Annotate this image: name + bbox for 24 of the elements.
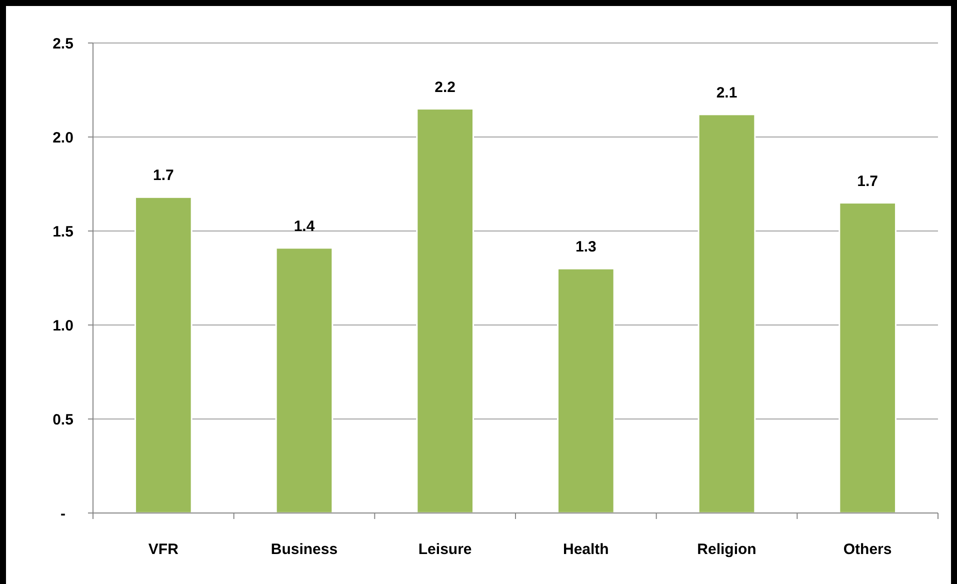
y-tick-label: 1.0 [52,317,74,334]
x-tick-label: Others [843,541,892,558]
y-tick-label: 2.5 [52,35,74,52]
bar [275,247,334,514]
bar [134,196,192,514]
data-label: 1.7 [152,167,174,184]
y-tick-label: - [60,505,66,522]
x-tick-label: Health [562,541,609,558]
x-tick-label: Business [270,541,338,558]
bar [698,114,756,514]
y-tick-label: 2.0 [52,129,74,146]
data-label: 2.2 [434,78,456,96]
x-tick-label: Religion [697,541,756,558]
bar [557,268,615,514]
bar [416,108,474,514]
data-label: 1.4 [294,218,316,235]
data-label: 1.3 [575,238,596,256]
bar [838,202,896,514]
y-tick-label: 1.5 [52,223,74,240]
x-tick-label: VFR [148,541,179,558]
data-label: 2.1 [716,84,738,102]
y-tick-label: 0.5 [52,411,74,428]
data-label: 1.7 [857,172,878,190]
x-tick-label: Leisure [418,541,472,558]
